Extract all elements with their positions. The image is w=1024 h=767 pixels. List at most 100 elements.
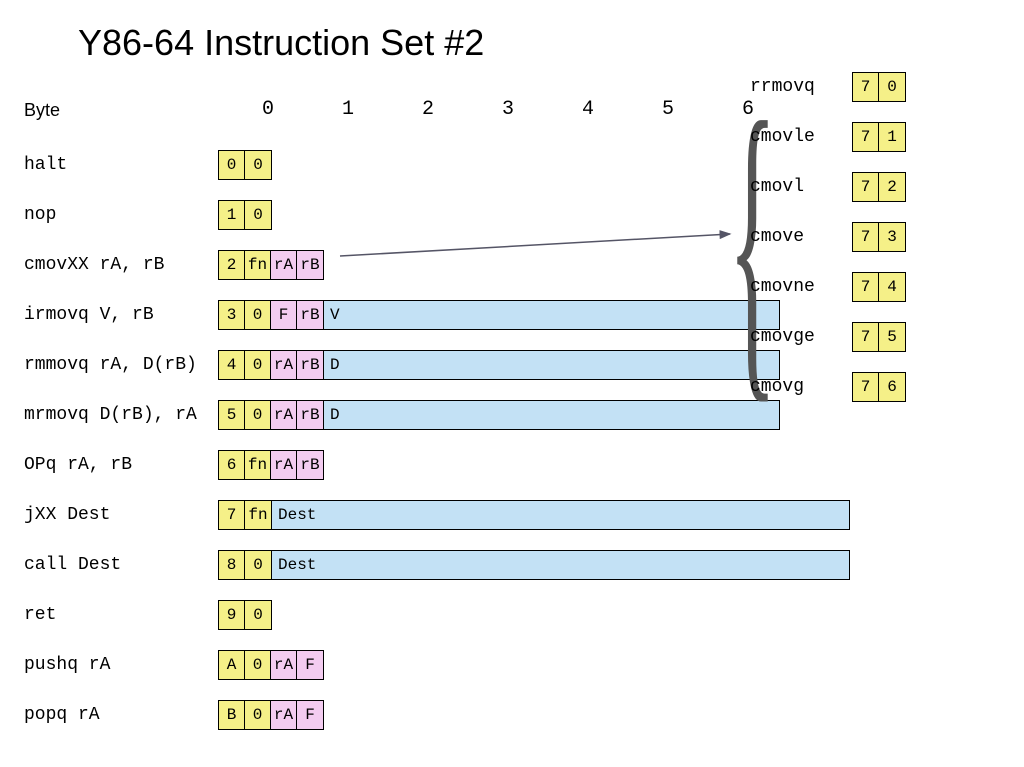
immediate-field: D	[324, 350, 780, 380]
col-header: 4	[548, 98, 628, 121]
instruction-row: popq rAB0rAF	[24, 690, 850, 740]
instruction-row: mrmovq D(rB), rA50rArBD	[24, 390, 850, 440]
byte-half: 7	[853, 373, 879, 401]
col-header: 5	[628, 98, 708, 121]
byte-half: B	[219, 701, 245, 729]
page-title: Y86-64 Instruction Set #2	[78, 22, 484, 64]
byte-box: 00	[218, 150, 272, 180]
instruction-label: nop	[24, 205, 218, 225]
instruction-row: irmovq V, rB30FrBV	[24, 290, 850, 340]
byte-half: A	[219, 651, 245, 679]
side-byte-box: 75	[852, 322, 906, 352]
side-row: cmovne74	[750, 272, 906, 302]
byte-half: 6	[879, 373, 905, 401]
side-byte-box: 76	[852, 372, 906, 402]
side-byte-box: 70	[852, 72, 906, 102]
byte-half: 0	[245, 401, 271, 429]
instruction-row: ret90	[24, 590, 850, 640]
instruction-label: popq rA	[24, 705, 218, 725]
instruction-label: cmovXX rA, rB	[24, 255, 218, 275]
byte-half: F	[271, 301, 297, 329]
byte-half: 8	[219, 551, 245, 579]
side-row: cmove73	[750, 222, 906, 252]
instruction-row: rmmovq rA, D(rB)40rArBD	[24, 340, 850, 390]
byte-half: 0	[219, 151, 245, 179]
instruction-row: halt00	[24, 140, 850, 190]
side-label: cmovge	[750, 327, 852, 347]
col-header: 0	[228, 98, 308, 121]
side-row: cmovl72	[750, 172, 906, 202]
byte-box: 50rArB	[218, 400, 324, 430]
byte-half: rB	[297, 251, 323, 279]
byte-half: fn	[245, 451, 271, 479]
byte-box: 40rArB	[218, 350, 324, 380]
byte-half: rA	[271, 401, 297, 429]
byte-half: 7	[853, 323, 879, 351]
byte-half: F	[297, 651, 323, 679]
byte-half: 4	[879, 273, 905, 301]
byte-box: 80	[218, 550, 272, 580]
col-header: 3	[468, 98, 548, 121]
side-byte-box: 74	[852, 272, 906, 302]
byte-half: 0	[245, 151, 271, 179]
immediate-field: Dest	[272, 550, 850, 580]
byte-box: 90	[218, 600, 272, 630]
immediate-field: Dest	[272, 500, 850, 530]
byte-half: rA	[271, 251, 297, 279]
byte-half: 7	[853, 273, 879, 301]
byte-label: Byte	[24, 100, 60, 121]
immediate-field: D	[324, 400, 780, 430]
byte-half: 7	[853, 123, 879, 151]
instruction-row: call Dest80Dest	[24, 540, 850, 590]
side-row: rrmovq70	[750, 72, 906, 102]
instruction-row: nop10	[24, 190, 850, 240]
byte-half: 0	[245, 601, 271, 629]
byte-half: 0	[245, 701, 271, 729]
byte-half: 5	[879, 323, 905, 351]
instruction-label: call Dest	[24, 555, 218, 575]
instruction-label: halt	[24, 155, 218, 175]
side-label: cmovle	[750, 127, 852, 147]
byte-half: 0	[245, 301, 271, 329]
col-header: 1	[308, 98, 388, 121]
byte-half: F	[297, 701, 323, 729]
byte-half: 0	[245, 351, 271, 379]
byte-box: 6fnrArB	[218, 450, 324, 480]
side-label: cmovne	[750, 277, 852, 297]
side-row: cmovg76	[750, 372, 906, 402]
byte-half: 1	[879, 123, 905, 151]
byte-half: 7	[853, 73, 879, 101]
byte-half: 0	[245, 551, 271, 579]
col-header: 2	[388, 98, 468, 121]
instruction-label: jXX Dest	[24, 505, 218, 525]
side-row: cmovge75	[750, 322, 906, 352]
instruction-row: jXX Dest7fnDest	[24, 490, 850, 540]
instruction-label: mrmovq D(rB), rA	[24, 405, 218, 425]
byte-half: rA	[271, 451, 297, 479]
byte-box: 7fn	[218, 500, 272, 530]
instruction-row: cmovXX rA, rB2fnrArB	[24, 240, 850, 290]
byte-box: 10	[218, 200, 272, 230]
instruction-label: OPq rA, rB	[24, 455, 218, 475]
instruction-label: ret	[24, 605, 218, 625]
byte-half: fn	[245, 251, 271, 279]
byte-half: 7	[853, 223, 879, 251]
byte-half: 1	[219, 201, 245, 229]
byte-half: rB	[297, 301, 323, 329]
byte-box: 30FrB	[218, 300, 324, 330]
byte-box: 2fnrArB	[218, 250, 324, 280]
side-label: cmovl	[750, 177, 852, 197]
side-label: cmovg	[750, 377, 852, 397]
byte-half: 2	[879, 173, 905, 201]
instruction-rows: halt00nop10cmovXX rA, rB2fnrArBirmovq V,…	[24, 140, 850, 740]
byte-half: 4	[219, 351, 245, 379]
byte-half: rB	[297, 451, 323, 479]
instruction-row: OPq rA, rB6fnrArB	[24, 440, 850, 490]
byte-half: fn	[245, 501, 271, 529]
byte-half: 3	[879, 223, 905, 251]
side-row: cmovle71	[750, 122, 906, 152]
byte-half: 0	[245, 201, 271, 229]
side-byte-box: 73	[852, 222, 906, 252]
side-byte-box: 71	[852, 122, 906, 152]
byte-half: 3	[219, 301, 245, 329]
